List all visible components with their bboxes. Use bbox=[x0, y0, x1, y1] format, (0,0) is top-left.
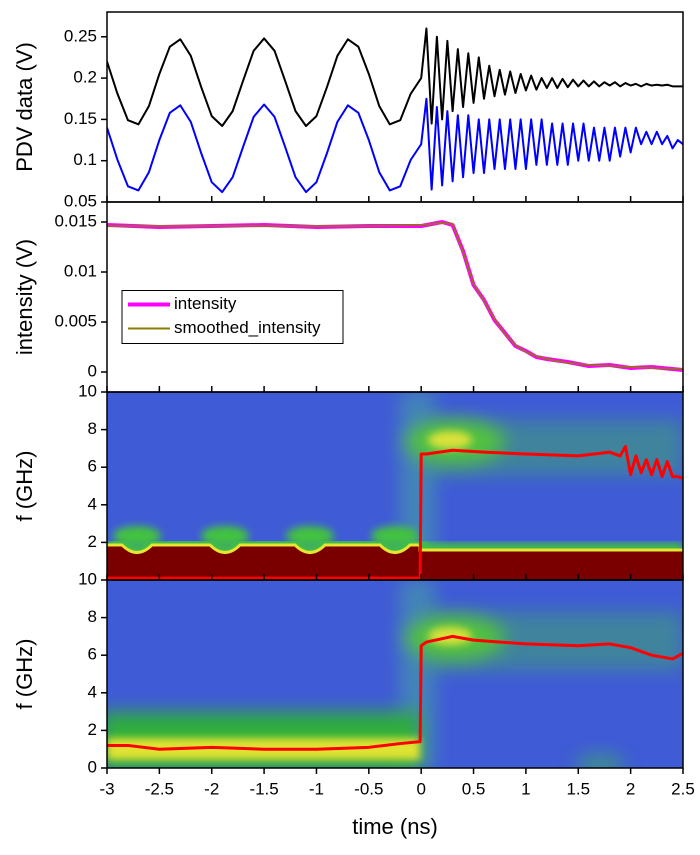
y-tick-label: 6 bbox=[88, 457, 97, 476]
y-axis-title: intensity (V) bbox=[12, 239, 37, 355]
y-axis-title: f (GHz) bbox=[12, 639, 37, 710]
data-line bbox=[107, 97, 683, 194]
x-tick-label: -0.5 bbox=[354, 779, 383, 798]
y-tick-label: 0.01 bbox=[64, 261, 97, 280]
y-tick-label: 0.1 bbox=[73, 150, 97, 169]
y-tick-label: 2 bbox=[88, 532, 97, 551]
y-tick-label: 0 bbox=[88, 757, 97, 776]
y-tick-label: 0 bbox=[88, 361, 97, 380]
x-tick-label: -2.5 bbox=[145, 779, 174, 798]
x-tick-label: -2 bbox=[204, 779, 219, 798]
y-axis-title: f (GHz) bbox=[12, 451, 37, 522]
legend-box bbox=[121, 290, 344, 344]
x-axis-title: time (ns) bbox=[352, 814, 438, 839]
y-tick-label: 0.15 bbox=[64, 109, 97, 128]
x-tick-label: -3 bbox=[99, 779, 114, 798]
y-tick-label: 6 bbox=[88, 645, 97, 664]
x-tick-label: 2 bbox=[626, 779, 635, 798]
y-axis-title: PDV data (V) bbox=[12, 42, 37, 172]
y-tick-label: 0.25 bbox=[64, 26, 97, 45]
data-line bbox=[107, 445, 683, 580]
legend-label: smoothed_intensity bbox=[174, 318, 321, 337]
x-tick-label: 0 bbox=[416, 779, 425, 798]
x-tick-label: -1 bbox=[309, 779, 324, 798]
spectrogram-background bbox=[107, 392, 683, 580]
data-line bbox=[107, 27, 683, 127]
x-tick-label: -1.5 bbox=[249, 779, 278, 798]
plot-frame bbox=[106, 579, 684, 769]
y-tick-label: 2 bbox=[88, 720, 97, 739]
x-tick-label: 1.5 bbox=[566, 779, 590, 798]
y-tick-label: 4 bbox=[88, 494, 97, 513]
y-tick-label: 8 bbox=[88, 419, 97, 438]
legend-label: intensity bbox=[174, 294, 237, 313]
x-tick-label: 0.5 bbox=[462, 779, 486, 798]
data-line bbox=[107, 634, 683, 751]
plot-frame bbox=[106, 11, 684, 203]
x-tick-label: 1 bbox=[521, 779, 530, 798]
y-tick-label: 10 bbox=[78, 381, 97, 400]
y-tick-label: 4 bbox=[88, 682, 97, 701]
data-line bbox=[107, 222, 683, 370]
y-tick-label: 0.015 bbox=[54, 211, 97, 230]
spectrogram-background bbox=[107, 580, 683, 768]
y-tick-label: 0.2 bbox=[73, 68, 97, 87]
y-tick-label: 0.005 bbox=[54, 311, 97, 330]
y-tick-label: 0.05 bbox=[64, 191, 97, 210]
y-tick-label: 10 bbox=[78, 569, 97, 588]
y-tick-label: 8 bbox=[88, 607, 97, 626]
x-tick-label: 2.5 bbox=[671, 779, 695, 798]
